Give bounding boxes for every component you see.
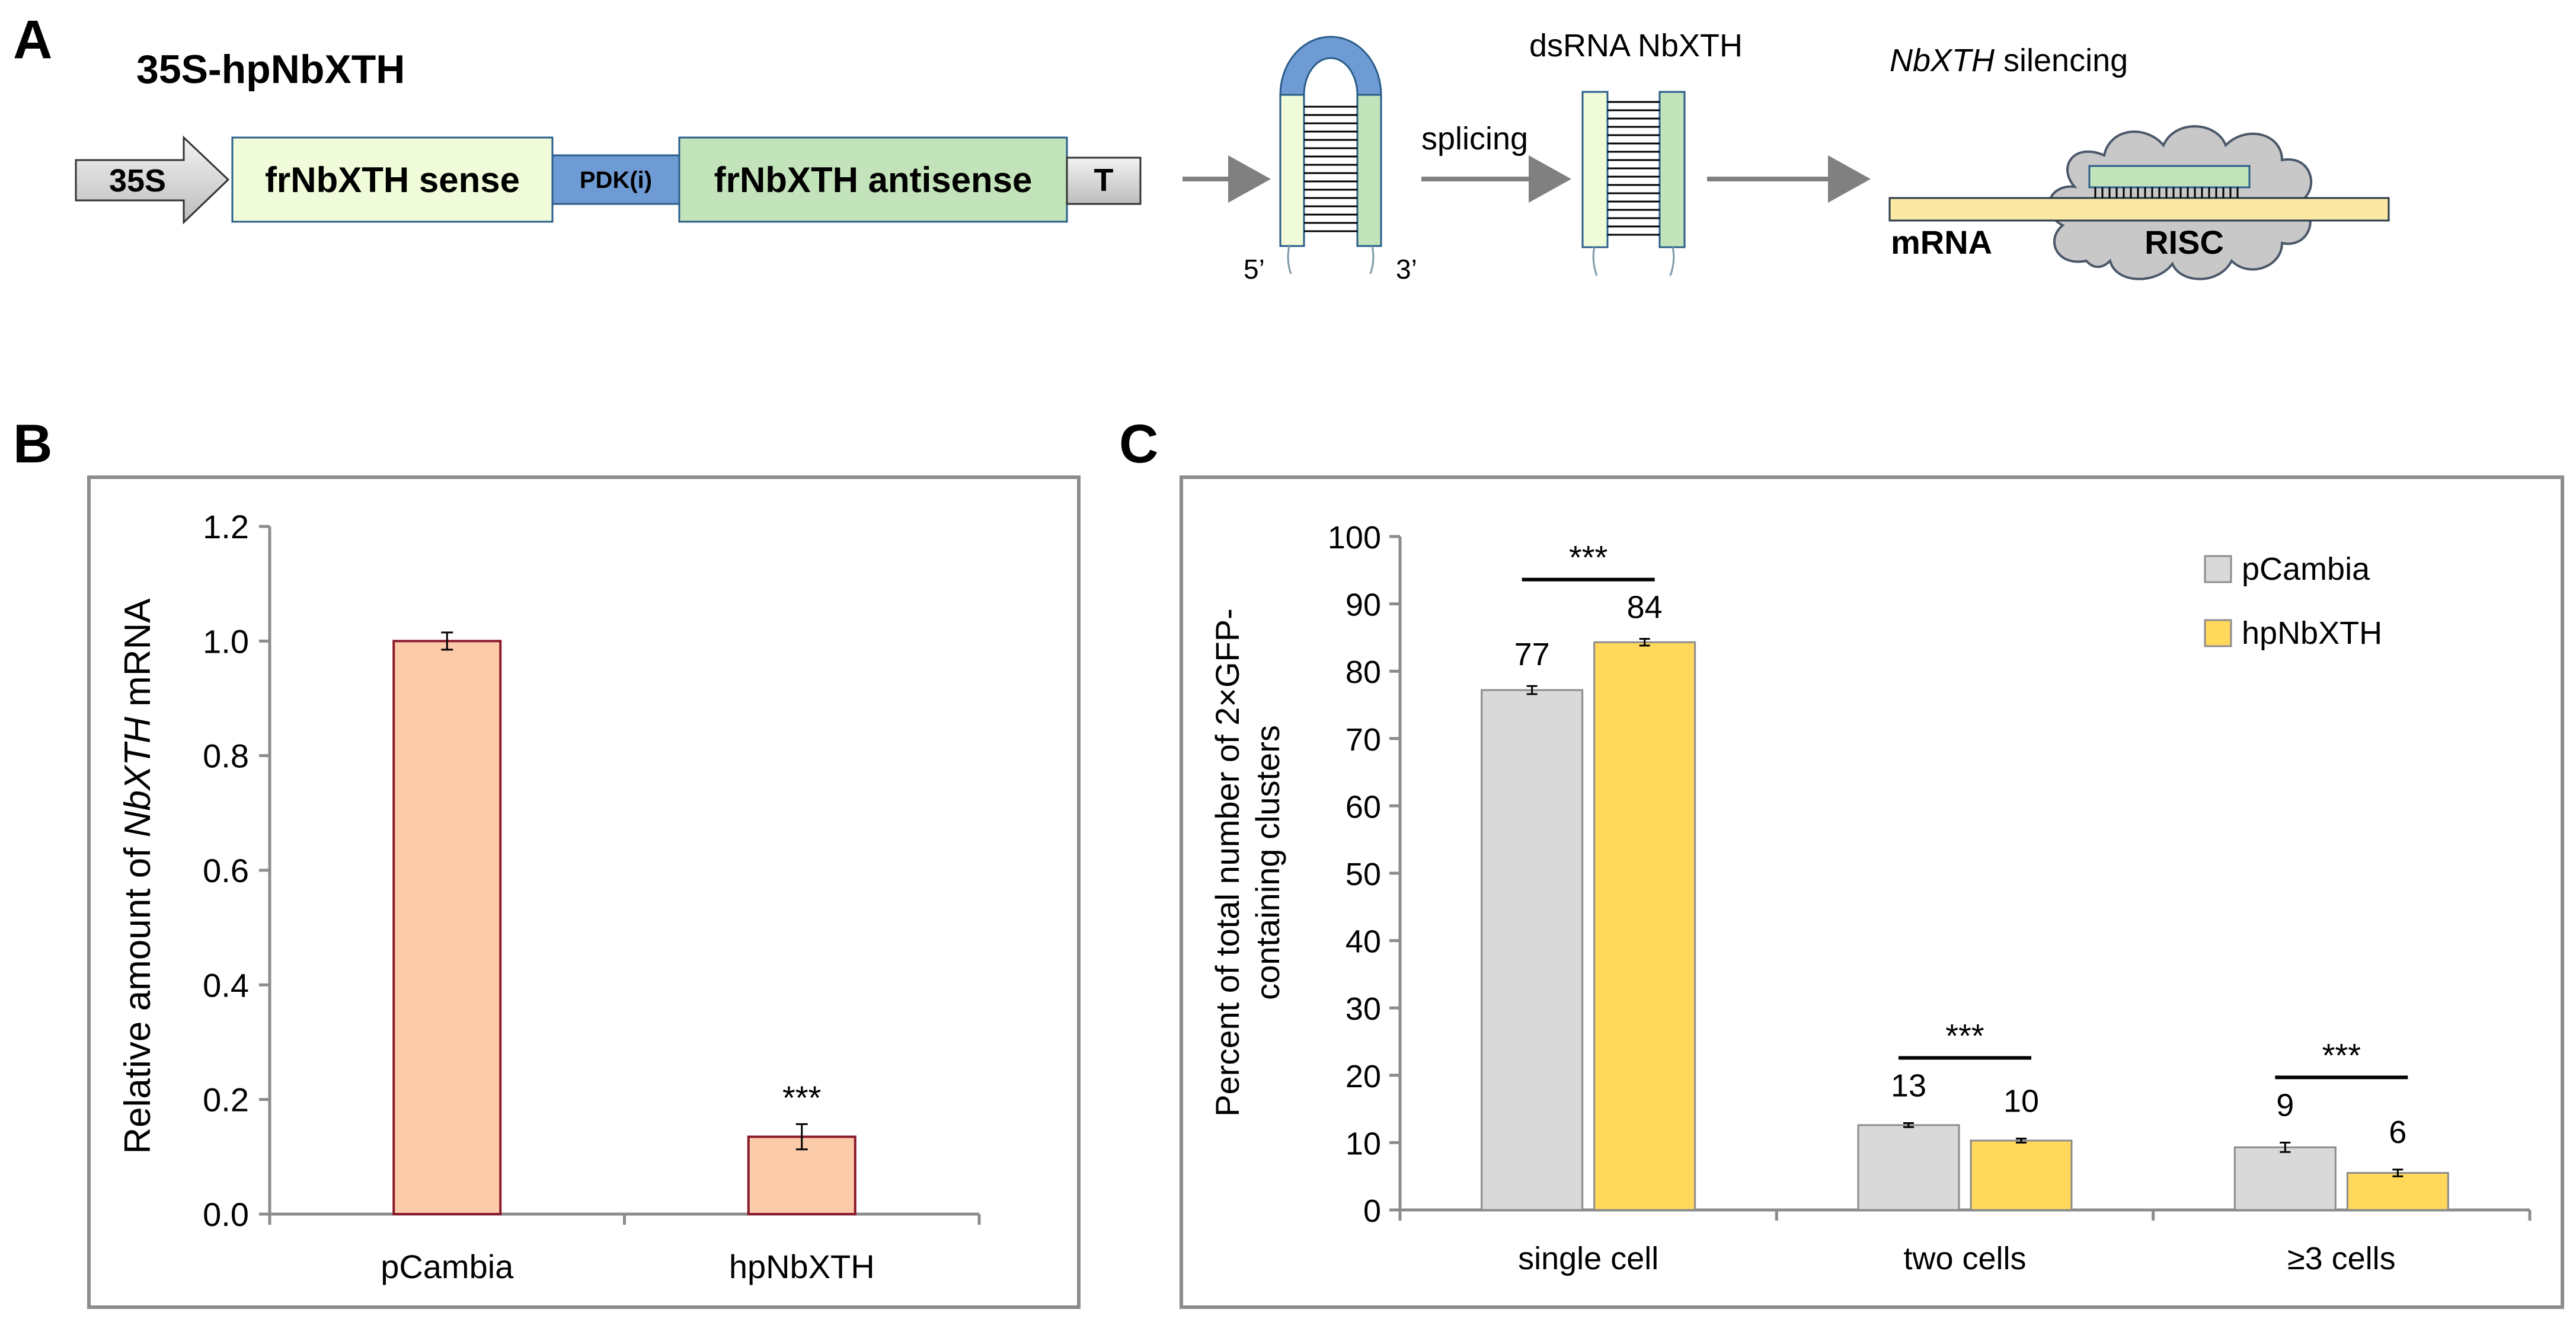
sense-fragment <box>231 136 554 223</box>
chart-b-x-label: pCambia <box>381 1248 514 1285</box>
panel-b-frame <box>87 475 1081 1309</box>
sense-label: frNbXTH sense <box>265 160 520 200</box>
chart-c-data-label: 77 <box>1514 637 1550 672</box>
chart-c-ylabel-line2: containing clusters <box>1249 725 1286 1000</box>
chart-b-y-tick-label: 1.0 <box>203 622 249 660</box>
chart-b-y-tick-label: 1.2 <box>203 508 249 545</box>
terminator-label: T <box>1094 162 1114 198</box>
chart-c-data-label: 84 <box>1627 590 1663 625</box>
chart-c-legend-label: pCambia <box>2242 551 2370 587</box>
chart-c-x-label: two cells <box>1903 1241 2026 1276</box>
chart-b-y-tick-label: 0.2 <box>203 1081 249 1119</box>
chart-c-legend-swatch <box>2204 619 2232 647</box>
chart-b: 0.0 0.2 0.4 0.6 0.8 1.0 1.2 pCambia *** hpNbXTH <box>203 508 981 1285</box>
chart-b-x-label: hpNbXTH <box>729 1248 875 1285</box>
panel-letter-a: A <box>13 9 52 70</box>
chart-c-y-tick-label: 30 <box>1345 991 1381 1027</box>
chart-c-bar <box>1970 1139 2073 1211</box>
mrna-strand <box>1888 197 2390 222</box>
mrna-label: mRNA <box>1891 223 1992 261</box>
chart-c-legend-swatch <box>2204 555 2232 583</box>
silencing-word: silencing <box>1995 43 2128 78</box>
chart-c-y-tick-label: 0 <box>1363 1193 1381 1229</box>
chart-c-data-label: 13 <box>1891 1068 1926 1103</box>
chart-c-y-tick-label: 20 <box>1345 1059 1381 1094</box>
chart-b-significance: *** <box>782 1079 821 1116</box>
splicing-label: splicing <box>1421 121 1528 157</box>
terminator-box <box>1066 157 1142 205</box>
sirna-guide <box>2088 165 2251 189</box>
chart-c-data-label: 9 <box>2276 1087 2294 1123</box>
chart-c-data-label: 10 <box>2003 1084 2039 1119</box>
chart-b-y-tick-label: 0.8 <box>203 737 249 775</box>
hairpin-5prime-label: 5’ <box>1244 254 1265 285</box>
chart-c-x-label: single cell <box>1518 1241 1658 1276</box>
panel-letter-b: B <box>13 414 52 474</box>
chart-b-y-tick-label: 0.4 <box>203 966 249 1004</box>
panel-a-construct: 35S-hpNbXTH 35S frNbXTH sense PDK(i) frN… <box>75 28 2390 285</box>
intron-label: PDK(i) <box>580 167 652 193</box>
chart-c-bar <box>1593 641 1696 1211</box>
chart-b-ylabel: Relative amount of NbXTH mRNA <box>117 598 158 1154</box>
intron-box <box>551 154 680 205</box>
chart-b-bar <box>392 640 502 1216</box>
chart-b-ylabel-suffix: mRNA <box>117 598 158 717</box>
hairpin-rna <box>1279 36 1382 274</box>
chart-c-data-label: 6 <box>2389 1115 2406 1150</box>
chart-c: 0 10 20 30 40 50 60 70 80 90 100 77 84 *** single cell… <box>1328 520 2532 1276</box>
chart-c-y-tick-label: 40 <box>1345 924 1381 960</box>
chart-c-y-tick-label: 70 <box>1345 722 1381 758</box>
chart-b-y-tick-label: 0.0 <box>203 1196 249 1233</box>
chart-c-y-tick-label: 90 <box>1345 587 1381 623</box>
chart-c-ylabel-line1: Percent of total number of 2×GFP- <box>1209 608 1246 1117</box>
chart-b-y-tick-label: 0.6 <box>203 852 249 889</box>
chart-c-y-tick-label: 60 <box>1345 789 1381 825</box>
antisense-label: frNbXTH antisense <box>714 160 1033 200</box>
chart-c-y-tick-label: 50 <box>1345 857 1381 892</box>
dsrna-duplex <box>1581 91 1686 276</box>
sirna-base-pairs <box>2094 187 2239 198</box>
silencing-title: NbXTH silencing <box>1890 43 2128 78</box>
chart-c-legend-label: hpNbXTH <box>2242 615 2382 651</box>
chart-c-significance: *** <box>2322 1036 2361 1074</box>
antisense-fragment <box>678 136 1068 223</box>
chart-c-bar <box>2233 1146 2337 1211</box>
chart-c-y-tick-label: 80 <box>1345 654 1381 690</box>
panel-letter-c: C <box>1119 414 1158 474</box>
chart-c-significance: *** <box>1569 539 1607 576</box>
promoter-arrow <box>75 135 230 225</box>
hairpin-3prime-label: 3’ <box>1396 254 1417 285</box>
chart-c-y-tick-label: 100 <box>1328 520 1381 555</box>
chart-b-ylabel-prefix: Relative amount of <box>117 837 158 1154</box>
dsrna-label: dsRNA NbXTH <box>1529 28 1743 63</box>
risc-label: RISC <box>2144 223 2224 261</box>
chart-c-bar <box>1857 1124 1960 1211</box>
chart-c-bar <box>1481 689 1584 1211</box>
promoter-label: 35S <box>109 163 166 199</box>
chart-c-y-tick-label: 10 <box>1345 1126 1381 1161</box>
chart-b-ylabel-gene: NbXTH <box>117 717 158 837</box>
chart-c-x-label: ≥3 cells <box>2287 1241 2396 1276</box>
chart-c-significance: *** <box>1945 1017 1984 1054</box>
construct-title: 35S-hpNbXTH <box>136 47 405 92</box>
chart-c-bar <box>2346 1172 2449 1211</box>
silencing-gene: NbXTH <box>1890 43 1995 78</box>
